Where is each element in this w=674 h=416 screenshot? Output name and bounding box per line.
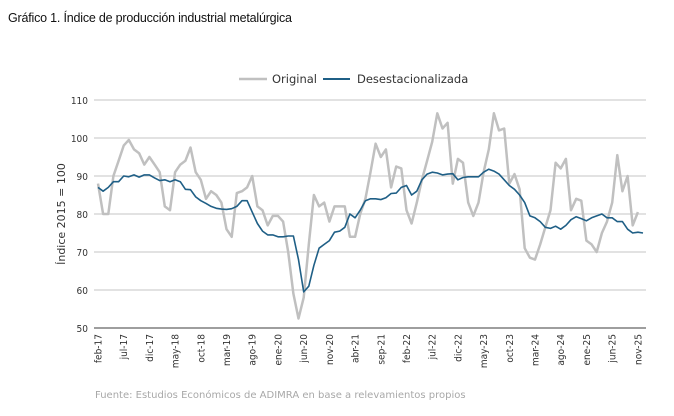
- x-tick-label: jun-20: [299, 334, 310, 364]
- x-tick-label: mar-19: [222, 334, 233, 366]
- chart-title: Gráfico 1. Índice de producción industri…: [8, 11, 292, 25]
- y-tick-label: 90: [77, 172, 89, 183]
- source-note: Fuente: Estudios Económicos de ADIMRA en…: [95, 390, 466, 401]
- x-tick-label: mar-24: [531, 334, 542, 366]
- y-tick-label: 100: [71, 134, 88, 145]
- y-tick-label: 80: [77, 210, 89, 221]
- x-axis-ticks: feb-17 jul-17 dic-17 may-18 oct-18 mar-19 ago-…: [94, 334, 645, 368]
- x-tick-label: ago-24: [556, 334, 567, 366]
- y-tick-label: 70: [77, 248, 89, 259]
- legend-label-desestacionalizada: Desestacionalizada: [357, 72, 468, 86]
- gridlines: [94, 99, 646, 291]
- x-tick-label: jul-22: [428, 334, 439, 360]
- legend: Original Desestacionalizada: [239, 72, 468, 86]
- x-tick-label: ago-19: [248, 334, 259, 366]
- x-tick-label: jun-25: [608, 334, 619, 364]
- x-tick-label: nov-20: [325, 334, 336, 365]
- x-tick-label: feb-22: [402, 334, 413, 363]
- x-tick-label: oct-18: [196, 334, 207, 363]
- y-axis-label: Índice 2015 = 100: [55, 163, 68, 265]
- x-tick-label: dic-22: [453, 334, 464, 362]
- y-tick-label: 60: [77, 286, 89, 297]
- x-tick-label: abr-21: [351, 334, 362, 363]
- x-tick-label: feb-17: [94, 334, 105, 363]
- series-lines: [96, 112, 644, 320]
- legend-label-original: Original: [272, 72, 317, 86]
- x-tick-label: ene-25: [582, 334, 593, 365]
- y-tick-label: 110: [71, 96, 88, 107]
- y-tick-label: 50: [77, 324, 89, 335]
- series-line-desestacionalizada: [97, 168, 644, 293]
- x-tick-label: oct-23: [505, 334, 516, 363]
- series-line-original: [96, 112, 640, 320]
- x-tick-label: may-23: [479, 334, 490, 368]
- x-tick-label: nov-25: [633, 334, 644, 365]
- x-tick-label: sep-21: [376, 334, 387, 365]
- x-tick-label: ene-20: [273, 334, 284, 366]
- x-tick-label: jul-17: [119, 334, 130, 360]
- x-tick-label: may-18: [171, 334, 182, 368]
- y-axis-ticks: 50 60 70 80 90 100 110: [71, 96, 88, 335]
- x-tick-label: dic-17: [145, 334, 156, 362]
